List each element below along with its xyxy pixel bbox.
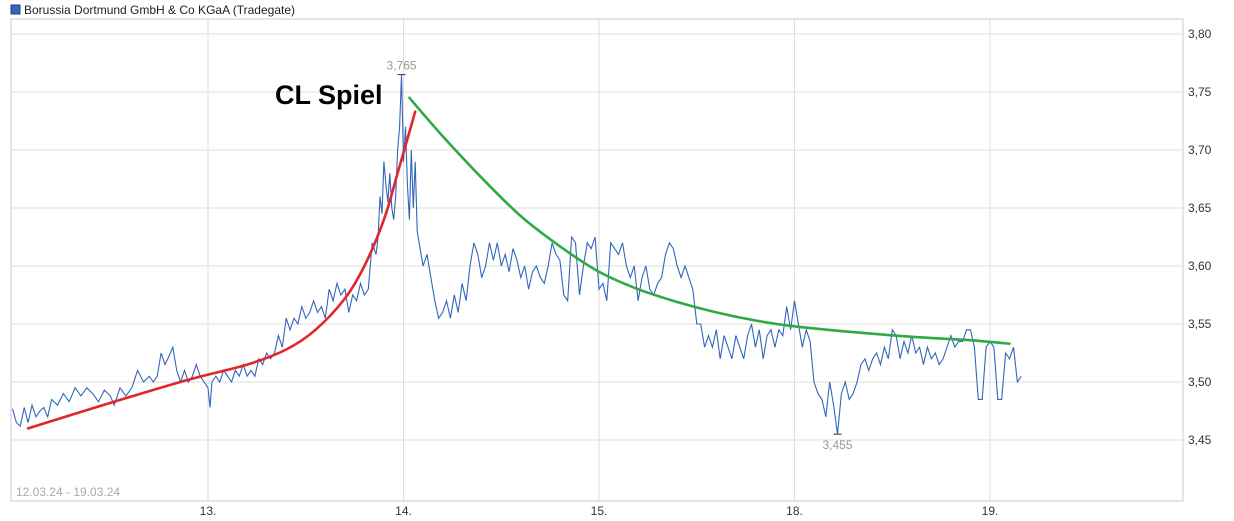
y-tick-label: 3,75	[1188, 85, 1212, 99]
price-series-line	[11, 74, 1022, 435]
y-tick-label: 3,80	[1188, 27, 1212, 41]
x-tick-label: 14.	[395, 504, 412, 518]
trend-up-curve	[26, 110, 417, 430]
y-tick-label: 3,60	[1188, 259, 1212, 273]
y-axis-tick-labels: 3,80 3,75 3,70 3,65 3,60 3,55 3,50 3,45	[1188, 27, 1212, 447]
legend: Borussia Dortmund GmbH & Co KGaA (Tradeg…	[10, 3, 295, 17]
y-tick-label: 3,55	[1188, 317, 1212, 331]
y-tick-label: 3,65	[1188, 201, 1212, 215]
x-tick-label: 15.	[591, 504, 608, 518]
x-tick-label: 19.	[982, 504, 999, 518]
high-marker: 3,765	[387, 59, 417, 76]
y-tick-label: 3,50	[1188, 375, 1212, 389]
annotation-cl-spiel: CL Spiel	[275, 80, 383, 110]
x-tick-label: 18.	[786, 504, 803, 518]
low-marker: 3,455	[822, 433, 853, 452]
chart-title: Borussia Dortmund GmbH & Co KGaA (Tradeg…	[24, 3, 295, 17]
low-value-label: 3,455	[822, 438, 852, 452]
x-axis-tick-labels: 13. 14. 15. 18. 19.	[200, 504, 999, 518]
date-range-label: 12.03.24 - 19.03.24	[16, 485, 120, 499]
high-value-label: 3,765	[387, 59, 417, 73]
vertical-gridlines	[207, 19, 991, 501]
y-tick-label: 3,70	[1188, 143, 1212, 157]
x-tick-label: 13.	[200, 504, 217, 518]
legend-swatch	[10, 4, 21, 15]
trend-down-curve	[408, 96, 1011, 345]
y-tick-label: 3,45	[1188, 433, 1212, 447]
